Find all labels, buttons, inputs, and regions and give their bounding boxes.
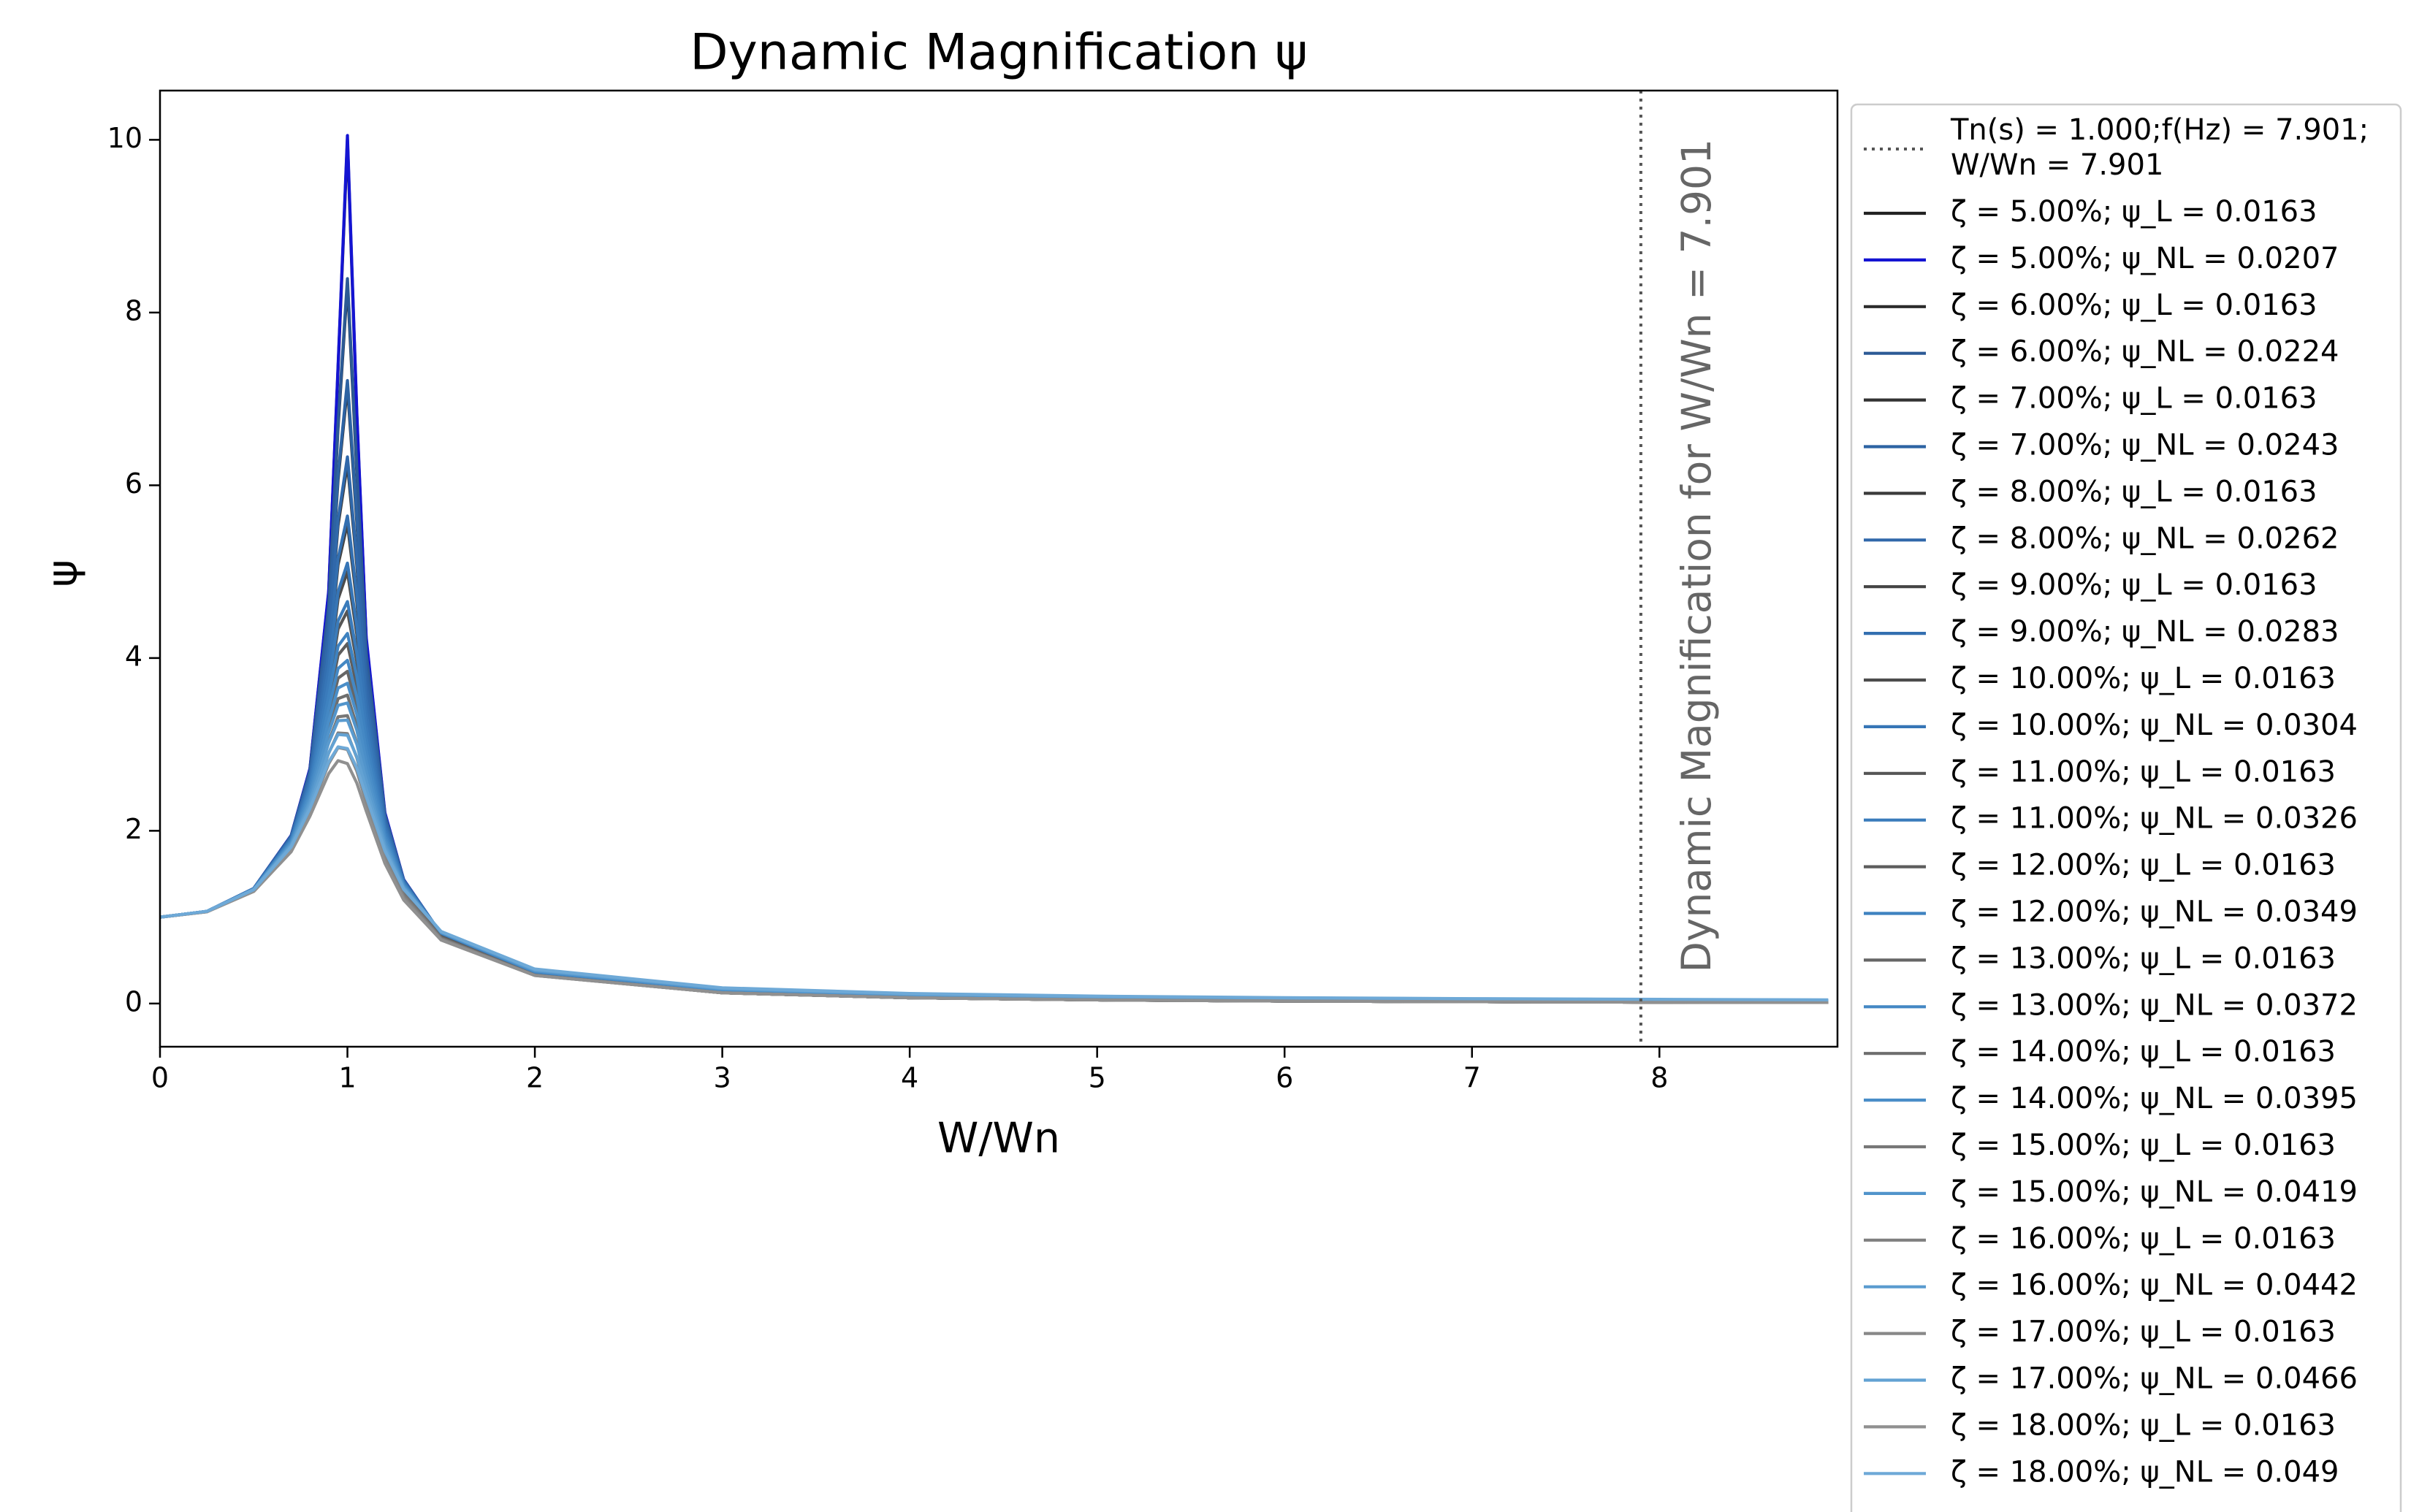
- legend-label: ζ = 8.00%; ψ_L = 0.0163: [1951, 475, 2317, 508]
- data-line: [160, 759, 1829, 1004]
- ticks: 0 1 2 3 4 5 6 7 8 0 2 4 6 8 10: [107, 122, 1669, 1094]
- data-line: [160, 385, 1829, 1004]
- legend-label: ζ = 12.00%; ψ_NL = 0.0349: [1951, 896, 2358, 929]
- legend-label: ζ = 15.00%; ψ_NL = 0.0419: [1951, 1175, 2358, 1209]
- legend-label: W/Wn = 7.901: [1951, 148, 2163, 182]
- legend-label: ζ = 11.00%; ψ_NL = 0.0326: [1951, 802, 2358, 836]
- legend-label: ζ = 7.00%; ψ_L = 0.0163: [1951, 382, 2317, 416]
- data-line: [160, 642, 1829, 1004]
- data-line: [160, 670, 1829, 1004]
- legend-label: ζ = 16.00%; ψ_NL = 0.0442: [1951, 1269, 2358, 1302]
- data-line: [160, 693, 1829, 1004]
- legend-label: ζ = 5.00%; ψ_NL = 0.0207: [1951, 242, 2339, 275]
- x-tick-label: 2: [526, 1062, 544, 1094]
- data-line: [160, 733, 1829, 1002]
- data-line: [160, 745, 1829, 1001]
- legend-label: ζ = 5.00%; ψ_L = 0.0163: [1951, 195, 2317, 229]
- legend-label: ζ = 14.00%; ψ_NL = 0.0395: [1951, 1082, 2358, 1115]
- x-tick-label: 7: [1463, 1062, 1481, 1094]
- data-line: [160, 561, 1829, 1003]
- y-tick-label: 2: [125, 813, 142, 845]
- x-tick-label: 8: [1650, 1062, 1668, 1094]
- data-line: [160, 570, 1829, 1004]
- axes-frame: [159, 89, 1839, 1048]
- data-line: [160, 632, 1829, 1003]
- data-line: [160, 658, 1829, 1003]
- y-tick-label: 10: [107, 122, 142, 154]
- y-tick-label: 4: [125, 640, 142, 672]
- plot-area: [160, 91, 1829, 1047]
- y-axis-label: ψ: [39, 560, 87, 587]
- legend-label: Tn(s) = 1.000;f(Hz) = 7.901;: [1950, 113, 2369, 147]
- data-line: [160, 609, 1829, 1004]
- legend-label: ζ = 6.00%; ψ_NL = 0.0224: [1951, 335, 2339, 369]
- legend-label: ζ = 16.00%; ψ_L = 0.0163: [1951, 1222, 2336, 1256]
- legend-label: ζ = 17.00%; ψ_L = 0.0163: [1951, 1316, 2336, 1349]
- legend: Tn(s) = 1.000;f(Hz) = 7.901;W/Wn = 7.901…: [1850, 103, 2402, 1512]
- data-line: [160, 600, 1829, 1003]
- x-tick-label: 5: [1089, 1062, 1106, 1094]
- legend-label: ζ = 17.00%; ψ_NL = 0.0466: [1951, 1362, 2358, 1396]
- x-tick-label: 1: [338, 1062, 356, 1094]
- data-line: [160, 701, 1829, 1002]
- legend-label: ζ = 18.00%; ψ_L = 0.0163: [1951, 1408, 2336, 1442]
- data-line: [160, 731, 1829, 1004]
- data-line: [160, 681, 1829, 1002]
- data-line: [160, 514, 1829, 1004]
- x-tick-label: 4: [901, 1062, 918, 1094]
- x-tick-label: 0: [151, 1062, 169, 1094]
- x-tick-label: 3: [714, 1062, 731, 1094]
- legend-label: ζ = 18.00%; ψ_NL = 0.049: [1951, 1455, 2339, 1489]
- data-line: [160, 455, 1829, 1004]
- legend-label: ζ = 7.00%; ψ_NL = 0.0243: [1951, 429, 2339, 462]
- data-line: [160, 522, 1829, 1004]
- legend-label: ζ = 13.00%; ψ_NL = 0.0372: [1951, 988, 2358, 1022]
- y-tick-label: 6: [125, 467, 142, 500]
- legend-label: ζ = 14.00%; ψ_L = 0.0163: [1951, 1035, 2336, 1069]
- legend-label: ζ = 15.00%; ψ_L = 0.0163: [1951, 1129, 2336, 1162]
- x-tick-label: 6: [1276, 1062, 1293, 1094]
- data-line: [160, 134, 1829, 1004]
- legend-label: ζ = 11.00%; ψ_L = 0.0163: [1951, 755, 2336, 789]
- legend-label: ζ = 10.00%; ψ_L = 0.0163: [1951, 662, 2336, 695]
- legend-label: ζ = 8.00%; ψ_NL = 0.0262: [1951, 522, 2339, 555]
- data-line: [160, 462, 1829, 1004]
- legend-label: ζ = 9.00%; ψ_NL = 0.0283: [1951, 615, 2339, 649]
- chart-title: Dynamic Magnification ψ: [690, 24, 1308, 82]
- legend-label: ζ = 12.00%; ψ_L = 0.0163: [1951, 849, 2336, 882]
- data-line: [160, 138, 1829, 1004]
- legend-label: ζ = 13.00%; ψ_L = 0.0163: [1951, 942, 2336, 975]
- x-axis-label: W/Wn: [937, 1115, 1060, 1163]
- legend-label: ζ = 9.00%; ψ_L = 0.0163: [1951, 568, 2317, 602]
- legend-label: ζ = 10.00%; ψ_NL = 0.0304: [1951, 709, 2358, 742]
- y-tick-label: 8: [125, 294, 142, 327]
- reference-annotation: Dynamic Magnification for W/Wn = 7.901: [1673, 139, 1720, 972]
- data-line: [160, 718, 1829, 1002]
- data-line: [160, 714, 1829, 1004]
- legend-label: ζ = 6.00%; ψ_L = 0.0163: [1951, 289, 2317, 322]
- y-tick-label: 0: [125, 985, 142, 1017]
- data-line: [160, 746, 1829, 1004]
- legend-box: [1850, 103, 2402, 1512]
